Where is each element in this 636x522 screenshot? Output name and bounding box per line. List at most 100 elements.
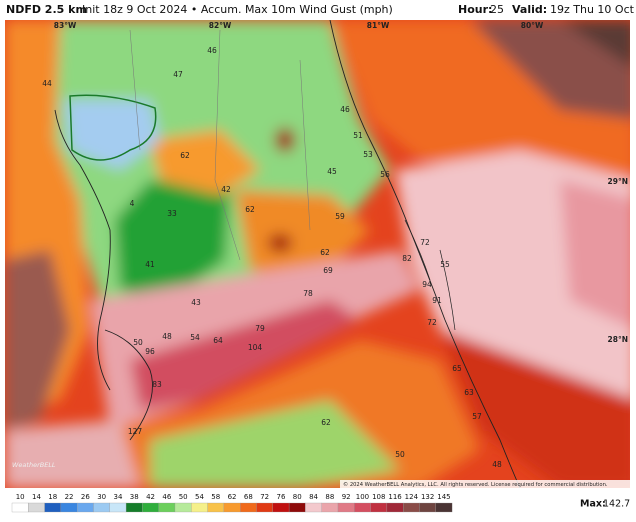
lat-label: 29°N [608,177,628,186]
point-value: 65 [452,364,462,373]
point-value: 72 [420,238,430,247]
point-value: 94 [422,280,432,289]
colorbar-tick-label: 84 [309,493,318,501]
colorbar-swatch [223,502,241,513]
colorbar-swatch [305,502,322,513]
lon-label: 80°W [521,21,544,30]
colorbar-swatch [419,502,436,513]
colorbar-swatch [354,502,371,513]
colorbar-swatch [386,502,404,513]
colorbar-swatch [272,502,290,513]
point-value: 46 [207,46,217,55]
point-value: 42 [221,185,231,194]
point-value: 51 [353,131,363,140]
point-value: 46 [340,105,350,114]
colorbar-tick-label: 80 [293,493,302,501]
point-value: 4 [130,199,135,208]
colorbar-tick-label: 58 [211,493,220,501]
point-value: 47 [173,70,183,79]
point-value: 63 [464,388,474,397]
point-value: 43 [191,298,201,307]
colorbar-tick-label: 14 [32,493,41,501]
map [5,20,630,488]
hour: 25 [490,3,504,16]
point-value: 57 [472,412,482,421]
colorbar-tick-label: 68 [244,493,253,501]
colorbar-swatch [77,502,94,513]
point-value: 69 [323,266,333,275]
colorbar-tick-label: 145 [437,493,450,501]
colorbar-tick-label: 88 [325,493,334,501]
colorbar-swatch [240,502,257,513]
watermark: WeatherBELL [12,461,56,469]
point-value: 104 [248,343,263,352]
colorbar-tick-label: 124 [405,493,419,501]
colorbar-swatch [44,502,62,513]
point-value: 96 [145,347,155,356]
colorbar-swatch [288,502,306,513]
colorbar-swatch [403,502,420,513]
colorbar-swatch [125,502,143,513]
colorbar-tick-label: 76 [276,493,285,501]
point-value: 82 [402,254,412,263]
colorbar-tick-label: 10 [16,493,25,501]
colorbar-tick-label: 54 [195,493,204,501]
colorbar-tick-label: 92 [342,493,351,501]
point-value: 91 [432,296,442,305]
colorbar-tick-label: 22 [65,493,74,501]
point-value: 45 [327,167,337,176]
colorbar-tick-label: 132 [421,493,434,501]
point-value: 44 [42,79,52,88]
hour-label: Hour: [458,3,492,16]
colorbar-swatch [93,502,110,513]
colorbar-swatch [109,502,127,513]
colorbar-tick-label: 62 [228,493,237,501]
copyright-box [340,480,630,488]
max-label: Max: [580,499,606,510]
colorbar-tick-label: 26 [81,493,90,501]
colorbar-swatch [435,502,453,513]
colorbar-tick-label: 18 [48,493,57,501]
colorbar-tick-label: 100 [356,493,369,501]
colorbar-swatch [370,502,388,513]
point-value: 79 [255,324,265,333]
colorbar-tick-label: 50 [179,493,188,501]
point-value: 62 [245,205,255,214]
point-value: 50 [395,450,405,459]
point-value: 72 [427,318,437,327]
colorbar-swatch [28,502,45,513]
point-value: 83 [152,380,162,389]
point-value: 62 [320,248,330,257]
point-value: 53 [363,150,373,159]
point-value: 48 [162,332,172,341]
point-value: 56 [380,170,390,179]
colorbar-swatch [207,502,225,513]
lon-label: 81°W [367,21,390,30]
info: Init 18z 9 Oct 2024 • Accum. Max 10m Win… [82,3,393,16]
point-value: 48 [492,460,502,469]
graticule-labels: 83°W 82°W 81°W 80°W 29°N 28°N [54,21,628,344]
point-value: 78 [303,289,313,298]
point-value: 64 [213,336,223,345]
colorbar-tick-label: 72 [260,493,269,501]
colorbar-swatch [158,502,176,513]
point-value: 127 [128,427,143,436]
colorbar-swatch [337,502,355,513]
valid: 19z Thu 10 Oct 2024 [550,3,636,16]
colorbar-swatch [321,502,339,513]
point-value: 54 [190,333,200,342]
valid-label: Valid: [512,3,547,16]
lon-label: 83°W [54,21,77,30]
colorbar-tick-label: 108 [372,493,385,501]
colorbar-swatch [174,502,192,513]
colorbar-swatch [142,502,159,513]
point-values: 46 47 44 46 51 53 62 45 56 42 62 59 33 4 72 62 82 55 41 69 9… [42,46,502,469]
title: NDFD 2.5 km [6,3,87,16]
colorbar-tick-label: 46 [162,493,171,501]
colorbar-swatch [11,502,29,513]
lon-label: 82°W [209,21,232,30]
colorbar-swatch [60,502,78,513]
colorbar: 10 14 18 22 26 30 34 38 42 46 50 54 58 62 68 72 76 80 84 88… [11,493,453,513]
point-value: 62 [321,418,331,427]
